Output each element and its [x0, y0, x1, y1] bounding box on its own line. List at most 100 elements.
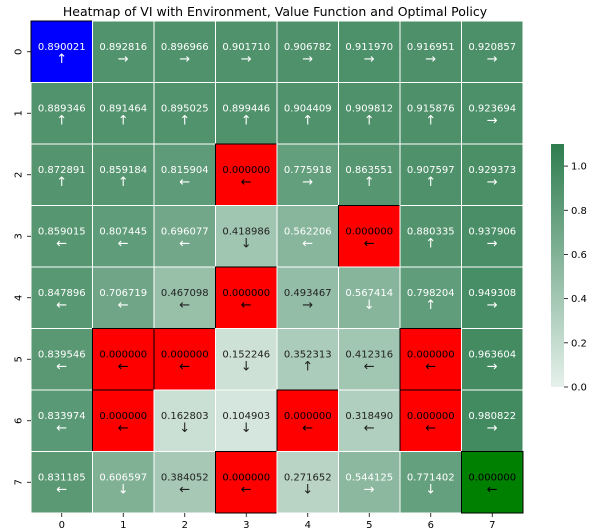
policy-arrow-1-6: ↑ — [425, 113, 436, 128]
cell-value-2-3: 0.000000 — [222, 165, 270, 176]
cell-value-6-4: 0.000000 — [284, 411, 332, 422]
cell-value-1-2: 0.895025 — [161, 103, 209, 114]
cell-value-2-2: 0.815904 — [161, 165, 209, 176]
policy-arrow-5-2: ← — [179, 359, 190, 374]
heatmap-cell-7-6 — [399, 451, 462, 514]
policy-arrow-0-6: → — [425, 52, 436, 67]
policy-arrow-5-0: ← — [56, 359, 67, 374]
cell-value-6-3: 0.104903 — [222, 411, 270, 422]
colorbar-tick-label: 0.4 — [571, 294, 587, 305]
policy-arrow-7-1: ↓ — [118, 482, 129, 497]
heatmap-cell-4-6 — [399, 266, 462, 329]
cell-value-7-1: 0.606597 — [99, 472, 147, 483]
heatmap-cell-0-0 — [30, 20, 93, 83]
heatmap-cell-7-7 — [461, 451, 524, 514]
cell-value-5-3: 0.152246 — [222, 349, 270, 360]
cell-value-7-7: 0.000000 — [468, 472, 516, 483]
cell-value-7-3: 0.000000 — [222, 472, 270, 483]
cell-value-3-3: 0.418986 — [222, 226, 270, 237]
policy-arrow-4-0: ← — [56, 298, 67, 313]
cell-value-3-4: 0.562206 — [284, 226, 332, 237]
cell-value-3-7: 0.937906 — [468, 226, 516, 237]
policy-arrow-4-6: ↑ — [425, 298, 436, 313]
policy-arrow-4-5: ↓ — [364, 298, 375, 313]
policy-arrow-2-4: → — [302, 175, 313, 190]
x-axis-ticks: 0 1 2 3 4 5 6 7 — [59, 513, 495, 531]
heatmap-cell-0-1 — [92, 20, 155, 83]
cell-value-0-6: 0.916951 — [407, 42, 455, 53]
policy-arrow-7-2: ← — [179, 482, 190, 497]
policy-arrow-2-2: ← — [179, 175, 190, 190]
colorbar-tick-label: 0.6 — [571, 250, 587, 261]
policy-arrow-5-3: ↓ — [241, 359, 252, 374]
cell-value-1-5: 0.909812 — [345, 103, 393, 114]
policy-arrow-2-7: → — [487, 175, 498, 190]
heatmap-cell-5-4 — [276, 328, 339, 391]
cell-value-1-6: 0.915876 — [407, 103, 455, 114]
policy-arrow-3-2: ← — [179, 236, 190, 251]
colorbar-tick-label: 0.8 — [571, 206, 587, 217]
cell-value-7-0: 0.831185 — [38, 472, 86, 483]
heatmap-cell-3-2 — [153, 205, 216, 268]
heatmap-cell-7-3 — [215, 451, 278, 514]
policy-arrow-5-6: ← — [425, 359, 436, 374]
heatmap-cell-2-7 — [461, 143, 524, 206]
heatmap-cell-2-3 — [215, 143, 278, 206]
policy-arrow-6-4: ← — [302, 421, 313, 436]
policy-arrow-3-5: ← — [364, 236, 375, 251]
x-tick-label: 6 — [428, 520, 434, 531]
heatmap-cell-4-3 — [215, 266, 278, 329]
cell-value-7-2: 0.384052 — [161, 472, 209, 483]
cell-value-5-7: 0.963604 — [468, 349, 516, 360]
cell-value-0-3: 0.901710 — [222, 42, 270, 53]
heatmap-cell-3-3 — [215, 205, 278, 268]
policy-arrow-1-1: ↑ — [118, 113, 129, 128]
cell-value-6-6: 0.000000 — [407, 411, 455, 422]
policy-arrow-7-0: ← — [56, 482, 67, 497]
policy-arrow-1-4: ↑ — [302, 113, 313, 128]
policy-arrow-6-3: ↓ — [241, 421, 252, 436]
policy-arrow-5-4: ↑ — [302, 359, 313, 374]
cell-value-2-5: 0.863551 — [345, 165, 393, 176]
policy-arrow-5-1: ← — [118, 359, 129, 374]
heatmap-cell-1-1 — [92, 82, 155, 145]
policy-arrow-3-0: ← — [56, 236, 67, 251]
cell-value-4-5: 0.567414 — [345, 288, 393, 299]
cell-value-5-4: 0.352313 — [284, 349, 332, 360]
heatmap-cell-0-5 — [338, 20, 401, 83]
heatmap-cell-5-6 — [399, 328, 462, 391]
y-tick-label: 0 — [14, 49, 25, 55]
policy-arrow-7-6: ↓ — [425, 482, 436, 497]
policy-arrow-6-7: → — [487, 421, 498, 436]
policy-arrow-6-0: ← — [56, 421, 67, 436]
chart-title: Heatmap of VI with Environment, Value Fu… — [63, 4, 488, 19]
heatmap-cell-3-7 — [461, 205, 524, 268]
cell-value-4-2: 0.467098 — [161, 288, 209, 299]
policy-arrow-6-1: ← — [118, 421, 129, 436]
policy-arrow-1-0: ↑ — [56, 113, 67, 128]
heatmap-cell-1-7 — [461, 82, 524, 145]
cell-value-7-5: 0.544125 — [345, 472, 393, 483]
cell-value-4-6: 0.798204 — [407, 288, 455, 299]
policy-arrow-7-5: → — [364, 482, 375, 497]
heatmap-cell-2-0 — [30, 143, 93, 206]
cell-value-1-1: 0.891464 — [99, 103, 147, 114]
cell-value-1-4: 0.904409 — [284, 103, 332, 114]
y-tick-label: 7 — [14, 479, 25, 485]
cell-value-6-7: 0.980822 — [468, 411, 516, 422]
cell-value-0-2: 0.896966 — [161, 42, 209, 53]
policy-arrow-6-6: ← — [425, 421, 436, 436]
policy-arrow-0-3: → — [241, 52, 252, 67]
policy-arrow-2-6: ↑ — [425, 175, 436, 190]
policy-arrow-3-4: ← — [302, 236, 313, 251]
policy-arrow-1-2: ↑ — [179, 113, 190, 128]
heatmap-cell-1-2 — [153, 82, 216, 145]
cell-value-5-1: 0.000000 — [99, 349, 147, 360]
colorbar-tick-label: 0.2 — [571, 338, 587, 349]
policy-arrow-2-5: ↑ — [364, 175, 375, 190]
heatmap-cell-0-6 — [399, 20, 462, 83]
heatmap-grid: 0.890021↑0.892816→0.896966→0.901710→0.90… — [30, 20, 524, 514]
heatmap-cell-0-7 — [461, 20, 524, 83]
heatmap-cell-4-4 — [276, 266, 339, 329]
